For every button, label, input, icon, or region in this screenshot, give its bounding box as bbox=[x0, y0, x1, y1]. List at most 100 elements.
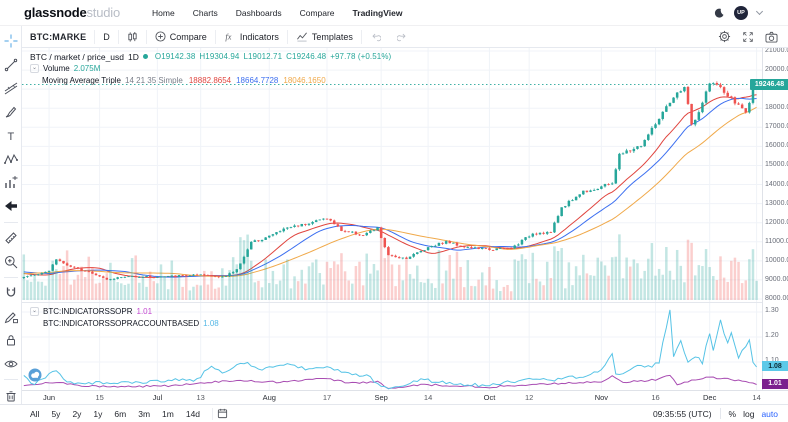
range-button-1m[interactable]: 1m bbox=[162, 408, 174, 419]
range-button-all[interactable]: All bbox=[30, 408, 40, 419]
scale-toggle-percent[interactable]: % bbox=[728, 408, 737, 419]
price-tick: 12000.00 bbox=[765, 218, 788, 226]
price-axis[interactable]: 21000.0020000.0019000.0018000.0017000.00… bbox=[750, 47, 788, 390]
tool-zoom-in[interactable] bbox=[2, 253, 20, 270]
range-button-6m[interactable]: 6m bbox=[114, 408, 127, 419]
range-button-3m[interactable]: 3m bbox=[138, 408, 151, 419]
xabcd-pattern-icon bbox=[3, 154, 18, 165]
scale-toggle-auto[interactable]: auto bbox=[761, 408, 778, 419]
sopr-tick: 1.10 bbox=[765, 357, 779, 364]
range-button-2y[interactable]: 2y bbox=[72, 408, 82, 419]
nav-item-tradingview[interactable]: TradingView bbox=[352, 7, 403, 18]
templates-icon bbox=[296, 32, 307, 42]
tool-arrow-marker[interactable] bbox=[2, 198, 20, 215]
go-to-date-button[interactable] bbox=[212, 407, 232, 420]
nav-item-home[interactable]: Home bbox=[152, 7, 175, 18]
nav-item-compare[interactable]: Compare bbox=[299, 7, 335, 18]
indicators-button[interactable]: fx Indicators bbox=[225, 31, 279, 42]
redo-button[interactable] bbox=[389, 26, 416, 47]
tool-fib-retracement[interactable] bbox=[2, 80, 20, 97]
fib-retracement-icon bbox=[4, 83, 17, 95]
tool-remove-drawings[interactable] bbox=[2, 387, 20, 404]
time-axis[interactable]: Jun 15 Jul 13 Aug 17 Sep 14 Oct 12 Nov 16 Dec 14 bbox=[0, 390, 788, 404]
range-button-5y[interactable]: 5y bbox=[51, 408, 61, 419]
time-label-oct: Oct bbox=[483, 393, 496, 402]
range-button-14d[interactable]: 14d bbox=[185, 408, 201, 419]
time-label-dec: Dec bbox=[702, 393, 717, 402]
sopr-chart-canvas[interactable] bbox=[22, 303, 762, 390]
tool-xabcd-pattern[interactable] bbox=[2, 151, 20, 168]
hide-all-icon bbox=[3, 360, 18, 368]
time-label-jul: Jul bbox=[152, 393, 163, 402]
measure-ruler-icon bbox=[4, 232, 17, 244]
sopr-value-tag: 1.01 bbox=[762, 378, 788, 389]
volume-collapse-chevron[interactable]: ⌄ bbox=[30, 64, 39, 73]
dark-mode-toggle-icon[interactable] bbox=[713, 7, 725, 19]
time-label-jun: Jun bbox=[43, 393, 56, 402]
drawing-toolbar: T bbox=[0, 26, 22, 404]
compare-button[interactable]: Compare bbox=[147, 26, 215, 47]
tool-drawing-mode[interactable] bbox=[2, 309, 20, 326]
glassnode-watermark-icon bbox=[28, 368, 42, 382]
go-to-date-icon bbox=[217, 408, 228, 419]
navbar-right: UP bbox=[713, 5, 764, 20]
clock[interactable]: 09:35:55 (UTC) bbox=[652, 408, 712, 419]
plus-circle-icon bbox=[155, 31, 166, 42]
toolbar-divider bbox=[3, 221, 18, 223]
range-button-1y[interactable]: 1y bbox=[93, 408, 103, 419]
interval-button[interactable]: D bbox=[103, 31, 110, 42]
sopr-collapse-chevron[interactable]: ⌄ bbox=[30, 307, 39, 316]
chart-toolbar: BTC:MARKE D Compare fx Indicators bbox=[22, 26, 788, 48]
main-legend: BTC / market / price_usd 1D O19142.38 H19… bbox=[30, 51, 391, 86]
nav-item-dashboards[interactable]: Dashboards bbox=[235, 7, 282, 18]
price-tick: 8000.00 bbox=[765, 295, 788, 302]
drawing-mode-icon bbox=[4, 312, 18, 324]
tool-magnet[interactable] bbox=[2, 285, 20, 302]
tool-brush[interactable] bbox=[2, 104, 20, 121]
prediction-measurement-icon bbox=[4, 175, 17, 188]
price-tick: 11000.00 bbox=[765, 237, 788, 245]
tool-hide-all[interactable] bbox=[2, 356, 20, 373]
price-chart-canvas[interactable] bbox=[22, 48, 762, 302]
time-label-aug: Aug bbox=[262, 393, 276, 402]
series-interval[interactable]: 1D bbox=[128, 51, 139, 62]
text-icon: T bbox=[7, 131, 14, 143]
glassnode-logo[interactable]: glassnodestudio bbox=[24, 5, 120, 20]
volume-label[interactable]: Volume bbox=[43, 64, 70, 73]
sopr-ab-series-value: 1.08 bbox=[203, 319, 219, 328]
time-label-12: 12 bbox=[524, 393, 534, 402]
tool-prediction-measurement[interactable] bbox=[2, 175, 20, 192]
ma-values: 18882.8654 18664.7728 18046.1650 bbox=[188, 76, 326, 85]
nav-item-charts[interactable]: Charts bbox=[192, 7, 218, 18]
top-navbar: glassnodestudio Home Charts Dashboards Comp… bbox=[0, 0, 788, 26]
sopr-ab-series-label[interactable]: BTC:INDICATORSSOPRACCOUNTBASED bbox=[43, 319, 200, 328]
tool-trend-line[interactable] bbox=[2, 57, 20, 74]
chart-style-button[interactable] bbox=[119, 26, 146, 47]
undo-button[interactable] bbox=[362, 26, 389, 47]
scale-toggle-log[interactable]: log bbox=[743, 408, 755, 419]
ma-label[interactable]: Moving Average Triple bbox=[42, 76, 122, 85]
templates-button[interactable]: Templates bbox=[288, 26, 361, 47]
symbol-search-button[interactable]: BTC:MARKE bbox=[30, 31, 87, 42]
tool-measure-ruler[interactable] bbox=[2, 230, 20, 247]
series-status-dot[interactable] bbox=[142, 54, 148, 59]
fullscreen-icon bbox=[743, 31, 753, 42]
account-chevron-down-icon[interactable] bbox=[755, 7, 764, 16]
series-title[interactable]: BTC / market / price_usd bbox=[30, 51, 125, 62]
time-label-13: 13 bbox=[196, 393, 205, 402]
volume-value: 2.075M bbox=[73, 64, 101, 73]
chart-settings-button[interactable] bbox=[716, 30, 733, 43]
main-nav-menu: Home Charts Dashboards Compare TradingView bbox=[152, 8, 402, 18]
tool-crosshair[interactable] bbox=[2, 33, 20, 50]
tool-text[interactable]: T bbox=[2, 127, 20, 144]
sopr-ab-value-tag: 1.08 bbox=[762, 361, 788, 371]
sopr-panel[interactable]: ⌄ BTC:INDICATORSSOPR 1.01 BTC:INDICATORS… bbox=[22, 302, 762, 390]
price-tick: 20000.00 bbox=[765, 66, 788, 74]
user-avatar[interactable]: UP bbox=[734, 5, 748, 20]
sopr-series-label[interactable]: BTC:INDICATORSSOPR bbox=[43, 307, 133, 316]
main-chart-panel[interactable]: BTC / market / price_usd 1D O19142.38 H19… bbox=[22, 48, 762, 302]
fullscreen-button[interactable] bbox=[740, 31, 756, 43]
snapshot-button[interactable] bbox=[763, 31, 780, 43]
tool-lock-all[interactable] bbox=[2, 332, 20, 349]
gear-icon bbox=[718, 30, 731, 43]
